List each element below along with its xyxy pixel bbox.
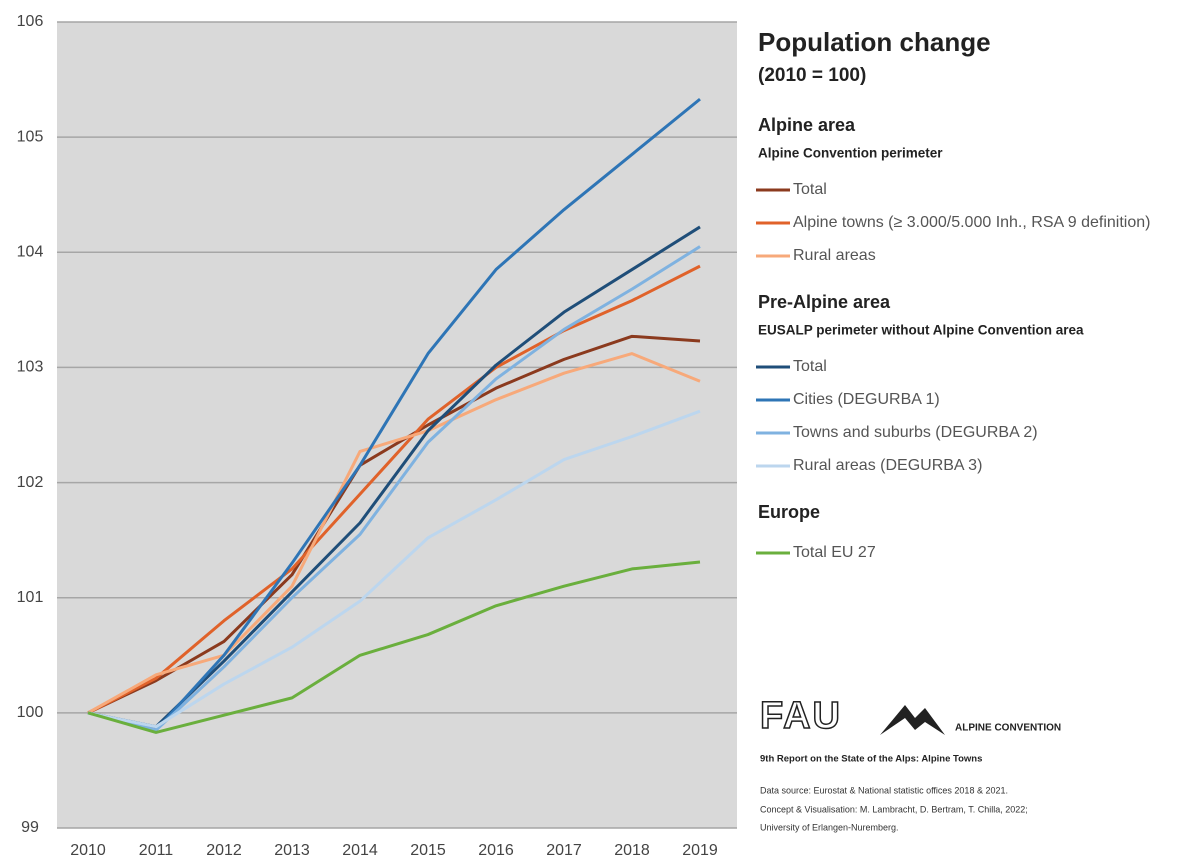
chart-subtitle: (2010 = 100)	[758, 65, 866, 86]
x-tick-label: 2011	[139, 842, 174, 859]
legend-group-title: Alpine area	[758, 115, 856, 135]
legend-label: Total	[793, 181, 827, 198]
x-tick-label: 2018	[614, 842, 650, 859]
y-tick-label: 105	[17, 128, 44, 145]
legend-label: Total	[793, 358, 827, 375]
legend-label: Cities (DEGURBA 1)	[793, 391, 940, 408]
legend-label: Total EU 27	[793, 544, 876, 561]
y-tick-label: 104	[17, 244, 44, 261]
y-tick-label: 106	[17, 13, 44, 30]
legend-label: Rural areas (DEGURBA 3)	[793, 457, 982, 474]
x-tick-label: 2014	[342, 842, 378, 859]
y-tick-label: 103	[17, 359, 44, 376]
series-line	[87, 352, 701, 715]
plot-area	[57, 22, 737, 828]
series-line	[87, 97, 701, 732]
fau-logo: FAU	[760, 695, 842, 737]
series-line	[87, 560, 701, 734]
report-title: 9th Report on the State of the Alps: Alp…	[760, 754, 982, 765]
series-line	[87, 245, 701, 732]
series-line	[87, 334, 701, 715]
university: University of Erlangen-Nuremberg.	[760, 822, 899, 832]
y-tick-label: 101	[17, 589, 44, 606]
alpine-logo-text: ALPINE CONVENTION	[955, 723, 1061, 734]
x-tick-label: 2015	[410, 842, 446, 859]
y-tick-label: 99	[21, 819, 39, 836]
legend-group-subtitle: EUSALP perimeter without Alpine Conventi…	[758, 323, 1084, 338]
x-tick-label: 2019	[682, 842, 718, 859]
x-tick-label: 2012	[206, 842, 242, 859]
legend-group-title: Pre-Alpine area	[758, 292, 891, 312]
legend-label: Towns and suburbs (DEGURBA 2)	[793, 424, 1038, 441]
x-tick-label: 2017	[546, 842, 582, 859]
series-line	[87, 264, 701, 715]
alpine-logo-icon	[880, 705, 945, 735]
legend-label: Rural areas	[793, 247, 876, 264]
x-tick-label: 2016	[478, 842, 514, 859]
chart-title: Population change	[758, 27, 991, 57]
legend-group-subtitle: Alpine Convention perimeter	[758, 146, 943, 161]
x-tick-label: 2010	[70, 842, 106, 859]
legend-label: Alpine towns (≥ 3.000/5.000 Inh., RSA 9 …	[793, 214, 1150, 231]
legend-group-title: Europe	[758, 502, 820, 522]
y-tick-label: 100	[17, 704, 44, 721]
series-line	[87, 409, 701, 729]
y-tick-label: 102	[17, 474, 44, 491]
x-tick-label: 2013	[274, 842, 310, 859]
concept: Concept & Visualisation: M. Lambracht, D…	[760, 804, 1028, 814]
source: Data source: Eurostat & National statist…	[760, 785, 1008, 795]
